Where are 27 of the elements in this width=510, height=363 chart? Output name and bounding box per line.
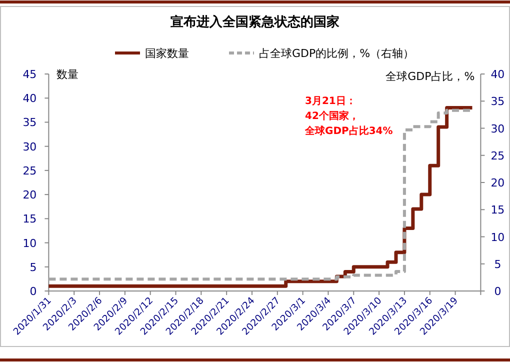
annotation: 42个国家， — [305, 110, 359, 122]
y-tick-label: 45 — [22, 68, 37, 81]
y2-tick-label: 20 — [490, 176, 505, 190]
y-tick-label: 40 — [22, 92, 37, 106]
y-tick-label: 35 — [22, 116, 37, 130]
annotation: 3月21日： — [305, 96, 356, 107]
y2-tick-label: 30 — [490, 122, 505, 136]
y-tick-label: 10 — [22, 236, 37, 250]
y2-tick-label: 0 — [494, 285, 502, 298]
y2-tick-label: 40 — [490, 68, 505, 81]
y2-tick-label: 15 — [490, 204, 505, 217]
annotation: 全球GDP占比34% — [304, 125, 393, 137]
y-tick-label: 30 — [22, 140, 37, 154]
legend-label: 占全球GDP的比例，%（右轴） — [259, 47, 414, 60]
y-tick-label: 20 — [22, 188, 37, 202]
legend-label: 国家数量 — [145, 47, 189, 60]
y2-tick-label: 25 — [490, 149, 505, 162]
y2-tick-label: 10 — [490, 230, 505, 244]
y2-tick-label: 35 — [490, 95, 505, 108]
y-tick-label: 15 — [22, 212, 37, 226]
y-tick-label: 25 — [22, 164, 37, 178]
y-axis-title: 数量 — [56, 68, 79, 81]
chart-title: 宣布进入全国紧急状态的国家 — [170, 14, 340, 30]
y2-axis-title: 全球GDP占比，% — [386, 70, 475, 83]
y-tick-label: 5 — [30, 260, 37, 274]
y2-tick-label: 5 — [494, 258, 502, 271]
y-tick-label: 0 — [30, 285, 37, 298]
